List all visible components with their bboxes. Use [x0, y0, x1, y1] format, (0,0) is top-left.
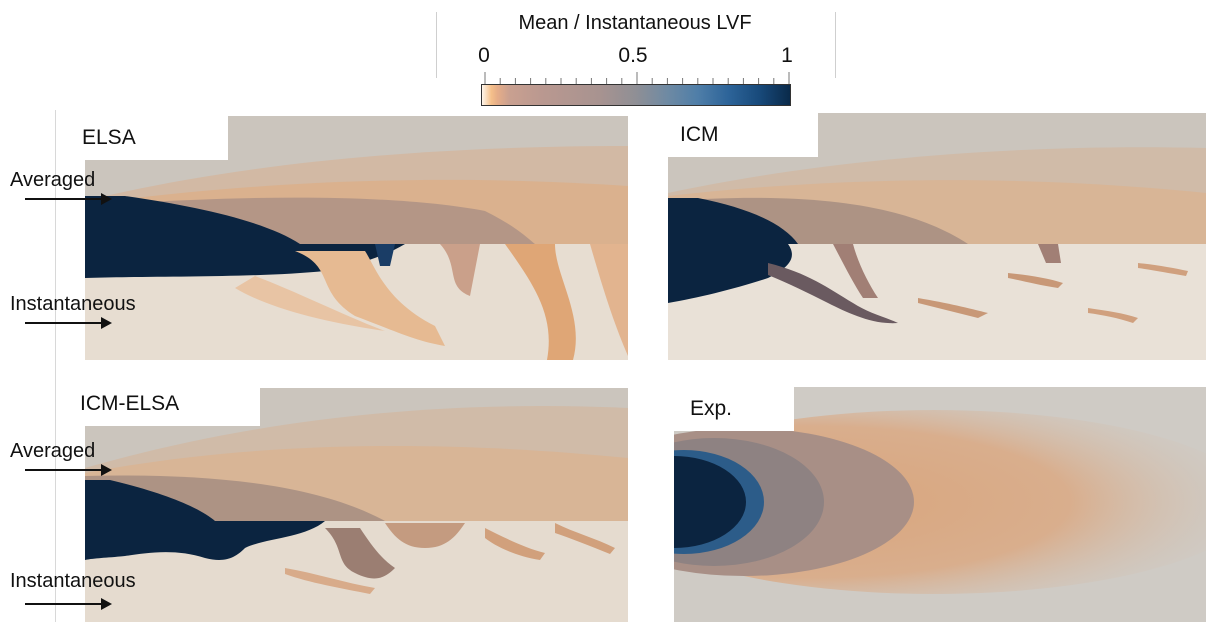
colorbar-title: Mean / Instantaneous LVF	[518, 12, 752, 34]
annotation-averaged-top: Averaged	[10, 169, 96, 191]
colorbar-box	[436, 12, 836, 78]
panel-elsa-field	[85, 116, 628, 360]
arrow-instantaneous-bottom	[25, 598, 112, 610]
left-divider	[55, 110, 56, 622]
arrow-instantaneous-top	[25, 317, 112, 329]
arrow-averaged-bottom	[25, 464, 112, 476]
panel-elsa-label: ELSA	[60, 116, 228, 160]
annotation-instantaneous-bottom: Instantaneous	[10, 570, 136, 592]
panel-exp-field	[674, 387, 1206, 622]
panel-exp	[674, 387, 1206, 622]
panel-icm	[668, 113, 1206, 360]
panel-icm-elsa-label: ICM-ELSA	[58, 382, 260, 426]
panel-icm-field	[668, 113, 1206, 360]
panel-elsa	[85, 116, 628, 360]
panel-icm-elsa	[85, 388, 628, 622]
arrow-averaged-top	[25, 193, 112, 205]
panel-icm-label: ICM	[658, 113, 818, 157]
colorbar-tick-label-mid: 0.5	[618, 44, 648, 67]
colorbar-tick-label-max: 1	[781, 44, 793, 67]
annotation-averaged-bottom: Averaged	[10, 440, 96, 462]
annotation-instantaneous-top: Instantaneous	[10, 293, 136, 315]
colorbar-gradient	[481, 84, 791, 106]
panel-icm-elsa-field	[85, 388, 628, 622]
panel-exp-label: Exp.	[668, 387, 794, 431]
colorbar-tick-label-min: 0	[478, 44, 490, 67]
